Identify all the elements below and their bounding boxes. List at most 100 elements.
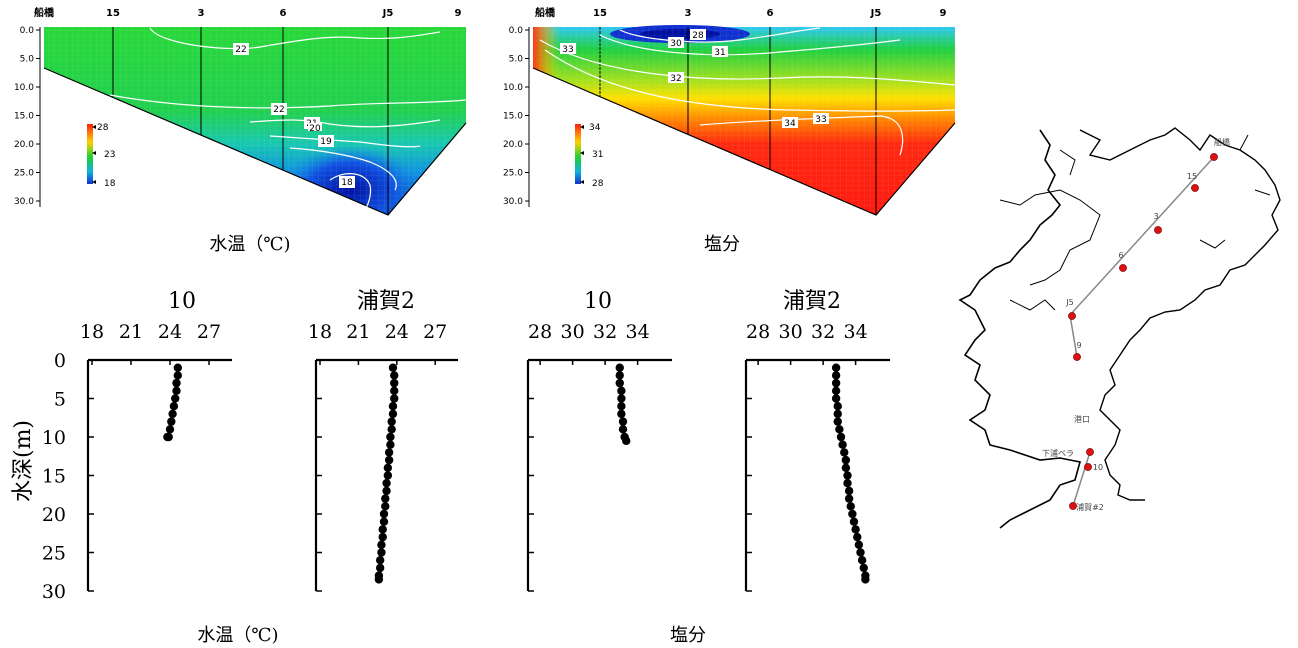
profile-point (831, 394, 841, 403)
map-station-label: 下浦ベラ (1042, 448, 1074, 458)
sal-contour (544, 49, 956, 112)
profile-point (381, 494, 390, 503)
sal-contour-label: 33 (813, 113, 829, 125)
map-station-label: 15 (1187, 172, 1197, 181)
svg-text:20: 20 (309, 124, 321, 134)
profile-point (843, 471, 852, 480)
profile-point (831, 386, 841, 395)
map-station-marker (1119, 264, 1127, 272)
profile-point (843, 479, 852, 488)
profile-point (165, 425, 175, 434)
profile-x-tick-label: 18 (80, 321, 104, 343)
profile-point (615, 371, 624, 380)
profile-point (846, 502, 855, 511)
temperature-section: 22 22 21 20 19 18 28 23 18 0.05.010.015.… (14, 6, 467, 255)
profile-point (833, 402, 842, 411)
map-station-marker (1068, 312, 1076, 320)
map-coastline (958, 129, 1082, 529)
profile-point (374, 575, 384, 584)
profile-point (390, 394, 399, 403)
map-station-marker (1069, 502, 1077, 510)
profile-point (168, 409, 177, 419)
svg-text:34: 34 (784, 119, 796, 129)
temp-contour-label: 22 (233, 43, 249, 55)
sal-contour-label: 30 (668, 37, 684, 49)
profile-point (831, 378, 841, 388)
section-station-label: 15 (106, 8, 120, 19)
profile-point (833, 417, 842, 426)
profile-x-tick-label: 27 (197, 321, 221, 343)
profile-point (379, 517, 389, 526)
profile-point (378, 525, 387, 534)
temp-contour (289, 147, 397, 191)
profile-sal-caption: 塩分 (670, 625, 706, 646)
profile-point (382, 479, 391, 488)
section-y-tick-label: 20.0 (14, 140, 34, 150)
section-y-tick-label: 25.0 (503, 169, 523, 179)
sal-contour-label: 32 (668, 72, 684, 84)
section-y-tick-label: 15.0 (14, 112, 34, 122)
section-y-tick-label: 30.0 (503, 197, 523, 207)
profile-point (844, 494, 854, 503)
profile-x-tick-label: 30 (779, 321, 803, 343)
section-y-tick-label: 0.0 (20, 26, 35, 36)
profile-point (388, 363, 398, 372)
profile-point (838, 440, 847, 449)
sal-contour (599, 34, 901, 56)
sal-contour (539, 39, 956, 86)
profile-title: 10 (168, 289, 196, 314)
profile-temp-uraga2: 浦賀2 18 21 24 27 (308, 289, 458, 592)
map-station-marker (1084, 463, 1092, 471)
temp-contour (249, 119, 441, 128)
profile-point (377, 548, 386, 557)
profile-point (390, 386, 399, 395)
profile-point (857, 556, 867, 565)
profile-point (383, 471, 393, 480)
profile-y-tick-label: 0 (54, 350, 66, 372)
profile-point (384, 455, 394, 465)
profile-point (382, 486, 391, 496)
sal-contour-label: 31 (712, 46, 728, 58)
profile-point (841, 455, 851, 465)
profile-y-tick-label: 20 (42, 504, 66, 526)
profile-point (861, 575, 870, 584)
profile-point (617, 402, 626, 411)
temp-contour (269, 135, 421, 148)
profile-x-tick-label: 32 (593, 321, 617, 343)
temp-section-caption: 水温（℃) (209, 234, 290, 255)
sal-contour (619, 27, 821, 43)
profile-point (172, 386, 181, 395)
section-y-tick-label: 10.0 (503, 83, 523, 93)
map-station-label: 船橋 (1214, 137, 1230, 147)
profile-point (384, 448, 394, 457)
map-station-marker (1086, 448, 1094, 456)
svg-text:33: 33 (562, 45, 573, 55)
temp-color-bar (87, 124, 93, 184)
profile-point (615, 378, 624, 388)
section-y-tick-label: 5.0 (509, 55, 524, 65)
profile-point (163, 432, 172, 442)
map-station-label: 10 (1093, 463, 1103, 472)
sal-contour-label: 34 (782, 117, 798, 129)
section-station-label: 6 (280, 8, 287, 19)
temp-contour-label: 20 (308, 123, 322, 134)
profile-point (841, 463, 851, 472)
sal-grid-overlay (533, 27, 955, 215)
salinity-section: 28 30 31 33 32 34 33 34 31 28 0.0 5.0 10.0… (503, 6, 956, 255)
section-y-tick-label: 20.0 (503, 140, 523, 150)
sal-contour-label: 33 (560, 43, 576, 55)
section-y-tick-label: 5.0 (20, 55, 35, 65)
profile-point (831, 371, 841, 380)
profile-y-tick-label: 15 (42, 466, 66, 488)
map-station-label: 9 (1076, 341, 1081, 350)
profile-y-tick-label: 25 (42, 543, 66, 565)
profile-point (173, 371, 182, 380)
profile-y-tick-label: 5 (54, 389, 66, 411)
profile-ylabel: 水深(m) (11, 420, 36, 502)
map-transect (1069, 156, 1215, 316)
section-y-tick-label: 25.0 (14, 169, 34, 179)
profile-point (615, 363, 624, 372)
profile-point (386, 432, 395, 442)
profile-x-tick-label: 30 (561, 321, 585, 343)
